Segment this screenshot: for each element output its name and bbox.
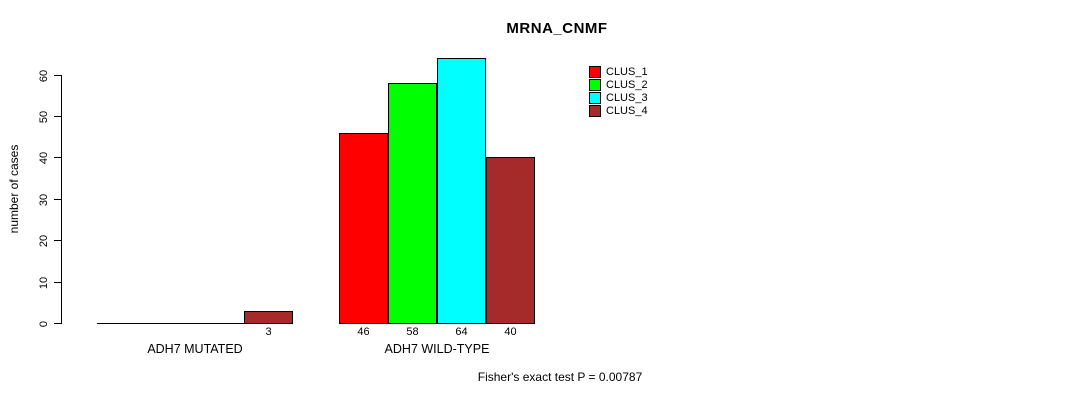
legend-item-clus-1: CLUS_1 — [589, 66, 648, 78]
bar-value-label: 58 — [406, 326, 419, 338]
bar-clus-2-adh7-mutated — [146, 323, 195, 324]
legend-swatch-clus-1 — [589, 66, 601, 78]
legend-swatch-clus-4 — [589, 105, 601, 117]
legend-label: CLUS_3 — [606, 92, 648, 104]
bar-clus-2-adh7-wild-type — [388, 83, 437, 324]
bar-clus-1-adh7-wild-type — [339, 133, 388, 324]
bar-value-label: 40 — [504, 326, 517, 338]
bar-value-label: 64 — [455, 326, 468, 338]
bar-clus-4-adh7-mutated — [244, 311, 293, 324]
legend: CLUS_1 CLUS_2 CLUS_3 CLUS_4 — [589, 66, 648, 118]
legend-item-clus-4: CLUS_4 — [589, 105, 648, 117]
y-axis-tick — [54, 75, 61, 76]
y-axis-tick — [54, 157, 61, 158]
y-axis-tick — [54, 282, 61, 283]
y-axis-tick-label: 30 — [38, 193, 50, 207]
fisher-test-note: Fisher's exact test P = 0.00787 — [477, 370, 643, 384]
y-axis-tick — [54, 199, 61, 200]
legend-label: CLUS_2 — [606, 79, 648, 91]
legend-label: CLUS_4 — [606, 105, 648, 117]
y-axis-title: number of cases — [7, 144, 21, 234]
x-group-label-adh7-mutated: ADH7 MUTATED — [147, 342, 243, 356]
y-axis-tick — [54, 240, 61, 241]
legend-item-clus-2: CLUS_2 — [589, 79, 648, 91]
y-axis-tick-label: 20 — [38, 234, 50, 248]
bar-clus-1-adh7-mutated — [97, 323, 146, 324]
bar-clus-3-adh7-wild-type — [437, 58, 486, 324]
y-axis-tick-label: 0 — [38, 320, 50, 328]
legend-swatch-clus-3 — [589, 92, 601, 104]
y-axis-tick-label: 60 — [38, 69, 50, 83]
chart-title: MRNA_CNMF — [506, 20, 608, 37]
bar-value-label: 46 — [357, 326, 370, 338]
y-axis-line — [61, 75, 62, 324]
y-axis-tick-label: 10 — [38, 276, 50, 290]
y-axis-tick-label: 40 — [38, 151, 50, 165]
y-axis-tick — [54, 323, 61, 324]
bar-value-label: 3 — [265, 326, 272, 338]
y-axis-tick-label: 50 — [38, 110, 50, 124]
legend-label: CLUS_1 — [606, 66, 648, 78]
y-axis-tick — [54, 116, 61, 117]
x-group-label-adh7-wild-type: ADH7 WILD-TYPE — [384, 342, 490, 356]
legend-swatch-clus-2 — [589, 79, 601, 91]
legend-item-clus-3: CLUS_3 — [589, 92, 648, 104]
bar-clus-3-adh7-mutated — [195, 323, 244, 324]
bar-clus-4-adh7-wild-type — [486, 157, 535, 324]
